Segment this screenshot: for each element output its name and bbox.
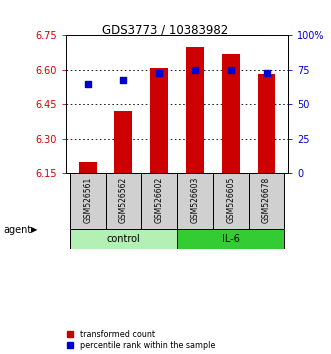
Text: GSM526603: GSM526603 bbox=[190, 177, 200, 223]
Point bbox=[85, 81, 90, 86]
Bar bbox=[222, 54, 240, 173]
Bar bbox=[249, 173, 284, 229]
Bar bbox=[150, 68, 168, 173]
Text: control: control bbox=[107, 234, 140, 244]
Text: GDS3773 / 10383982: GDS3773 / 10383982 bbox=[102, 23, 229, 36]
Bar bbox=[79, 162, 97, 173]
Bar bbox=[141, 173, 177, 229]
Text: GSM526562: GSM526562 bbox=[119, 177, 128, 223]
Point bbox=[228, 67, 233, 73]
Bar bbox=[177, 229, 284, 249]
Bar bbox=[115, 111, 132, 173]
Bar bbox=[186, 47, 204, 173]
Bar bbox=[258, 74, 275, 173]
Text: GSM526602: GSM526602 bbox=[155, 177, 164, 223]
Bar bbox=[177, 173, 213, 229]
Bar bbox=[106, 173, 141, 229]
Bar bbox=[213, 173, 249, 229]
Text: IL-6: IL-6 bbox=[222, 234, 240, 244]
Text: agent: agent bbox=[3, 225, 31, 235]
Text: GSM526678: GSM526678 bbox=[262, 177, 271, 223]
Point bbox=[157, 70, 162, 75]
Legend: transformed count, percentile rank within the sample: transformed count, percentile rank withi… bbox=[67, 330, 215, 350]
Text: GSM526605: GSM526605 bbox=[226, 177, 235, 223]
Point bbox=[192, 67, 198, 73]
Bar bbox=[70, 173, 106, 229]
Point bbox=[264, 70, 269, 75]
Point bbox=[121, 77, 126, 82]
Text: GSM526561: GSM526561 bbox=[83, 177, 92, 223]
Text: ▶: ▶ bbox=[31, 225, 38, 234]
Bar bbox=[70, 229, 177, 249]
